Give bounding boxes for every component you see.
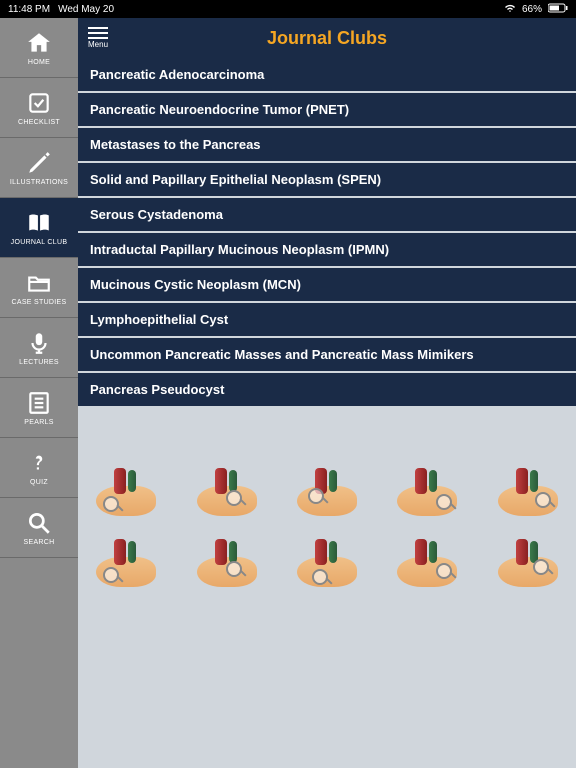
magnifier-icon (533, 559, 549, 575)
magnifier-icon (226, 561, 242, 577)
sidebar-item-label: CHECKLIST (18, 119, 60, 126)
magnifier-icon (226, 490, 242, 506)
status-bar: 11:48 PM Wed May 20 66% (0, 0, 576, 18)
sidebar-item-quiz[interactable]: QUIZ (0, 438, 78, 498)
magnifier-icon (535, 492, 551, 508)
sidebar-item-label: CASE STUDIES (12, 299, 67, 306)
sidebar-item-label: LECTURES (19, 359, 59, 366)
list-item[interactable]: Pancreatic Adenocarcinoma (78, 58, 576, 93)
main-container: HOME CHECKLIST ILLUSTRATIONS JOURNAL CLUB CA… (0, 18, 576, 768)
battery-icon (548, 3, 568, 16)
list-item[interactable]: Pancreatic Neuroendocrine Tumor (PNET) (78, 93, 576, 128)
list-item[interactable]: Metastases to the Pancreas (78, 128, 576, 163)
wifi-icon (504, 3, 516, 16)
sidebar-item-label: ILLUSTRATIONS (10, 179, 68, 186)
sidebar-item-search[interactable]: SEARCH (0, 498, 78, 558)
menu-button[interactable]: Menu (88, 27, 108, 49)
pancreas-thumbnail[interactable] (91, 468, 161, 523)
pancreas-thumbnail[interactable] (292, 539, 362, 594)
sidebar-item-illustrations[interactable]: ILLUSTRATIONS (0, 138, 78, 198)
pancreas-thumbnail[interactable] (392, 539, 462, 594)
page-title: Journal Clubs (267, 28, 387, 49)
pancreas-thumbnail[interactable] (493, 468, 563, 523)
menu-label: Menu (88, 40, 108, 49)
magnifier-icon (308, 488, 324, 504)
sidebar-item-home[interactable]: HOME (0, 18, 78, 78)
pancreas-thumbnail[interactable] (392, 468, 462, 523)
sidebar-item-label: JOURNAL CLUB (11, 239, 68, 246)
sidebar-item-label: PEARLS (24, 419, 53, 426)
content-area: Menu Journal Clubs Pancreatic Adenocarci… (78, 18, 576, 768)
sidebar-item-checklist[interactable]: CHECKLIST (0, 78, 78, 138)
sidebar-item-pearls[interactable]: PEARLS (0, 378, 78, 438)
hamburger-icon (88, 27, 108, 39)
question-icon (25, 449, 53, 477)
list-item[interactable]: Uncommon Pancreatic Masses and Pancreati… (78, 338, 576, 373)
sidebar-item-label: QUIZ (30, 479, 48, 486)
status-left: 11:48 PM Wed May 20 (8, 4, 114, 15)
checklist-icon (25, 89, 53, 117)
sidebar: HOME CHECKLIST ILLUSTRATIONS JOURNAL CLUB CA… (0, 18, 78, 768)
pancreas-thumbnail[interactable] (292, 468, 362, 523)
pancreas-thumbnail[interactable] (493, 539, 563, 594)
search-icon (25, 509, 53, 537)
list-item[interactable]: Solid and Papillary Epithelial Neoplasm … (78, 163, 576, 198)
thumbnail-grid (78, 408, 576, 768)
magnifier-icon (312, 569, 328, 585)
book-icon (25, 209, 53, 237)
pencil-icon (25, 149, 53, 177)
header: Menu Journal Clubs (78, 18, 576, 58)
journal-list: Pancreatic AdenocarcinomaPancreatic Neur… (78, 58, 576, 408)
home-icon (25, 29, 53, 57)
sidebar-item-case-studies[interactable]: CASE STUDIES (0, 258, 78, 318)
sidebar-item-label: SEARCH (24, 539, 55, 546)
status-date: Wed May 20 (58, 4, 114, 15)
mic-icon (25, 329, 53, 357)
pancreas-thumbnail[interactable] (91, 539, 161, 594)
list-item[interactable]: Intraductal Papillary Mucinous Neoplasm … (78, 233, 576, 268)
list-item[interactable]: Lymphoepithelial Cyst (78, 303, 576, 338)
battery-percent: 66% (522, 4, 542, 15)
sidebar-item-label: HOME (28, 59, 50, 66)
list-icon (25, 389, 53, 417)
list-item[interactable]: Serous Cystadenoma (78, 198, 576, 233)
list-item[interactable]: Pancreas Pseudocyst (78, 373, 576, 408)
folder-icon (25, 269, 53, 297)
pancreas-icon (297, 557, 357, 587)
list-item[interactable]: Mucinous Cystic Neoplasm (MCN) (78, 268, 576, 303)
pancreas-thumbnail[interactable] (192, 539, 262, 594)
sidebar-item-journal-club[interactable]: JOURNAL CLUB (0, 198, 78, 258)
sidebar-item-lectures[interactable]: LECTURES (0, 318, 78, 378)
status-right: 66% (504, 3, 568, 16)
status-time: 11:48 PM (8, 4, 50, 15)
pancreas-thumbnail[interactable] (192, 468, 262, 523)
